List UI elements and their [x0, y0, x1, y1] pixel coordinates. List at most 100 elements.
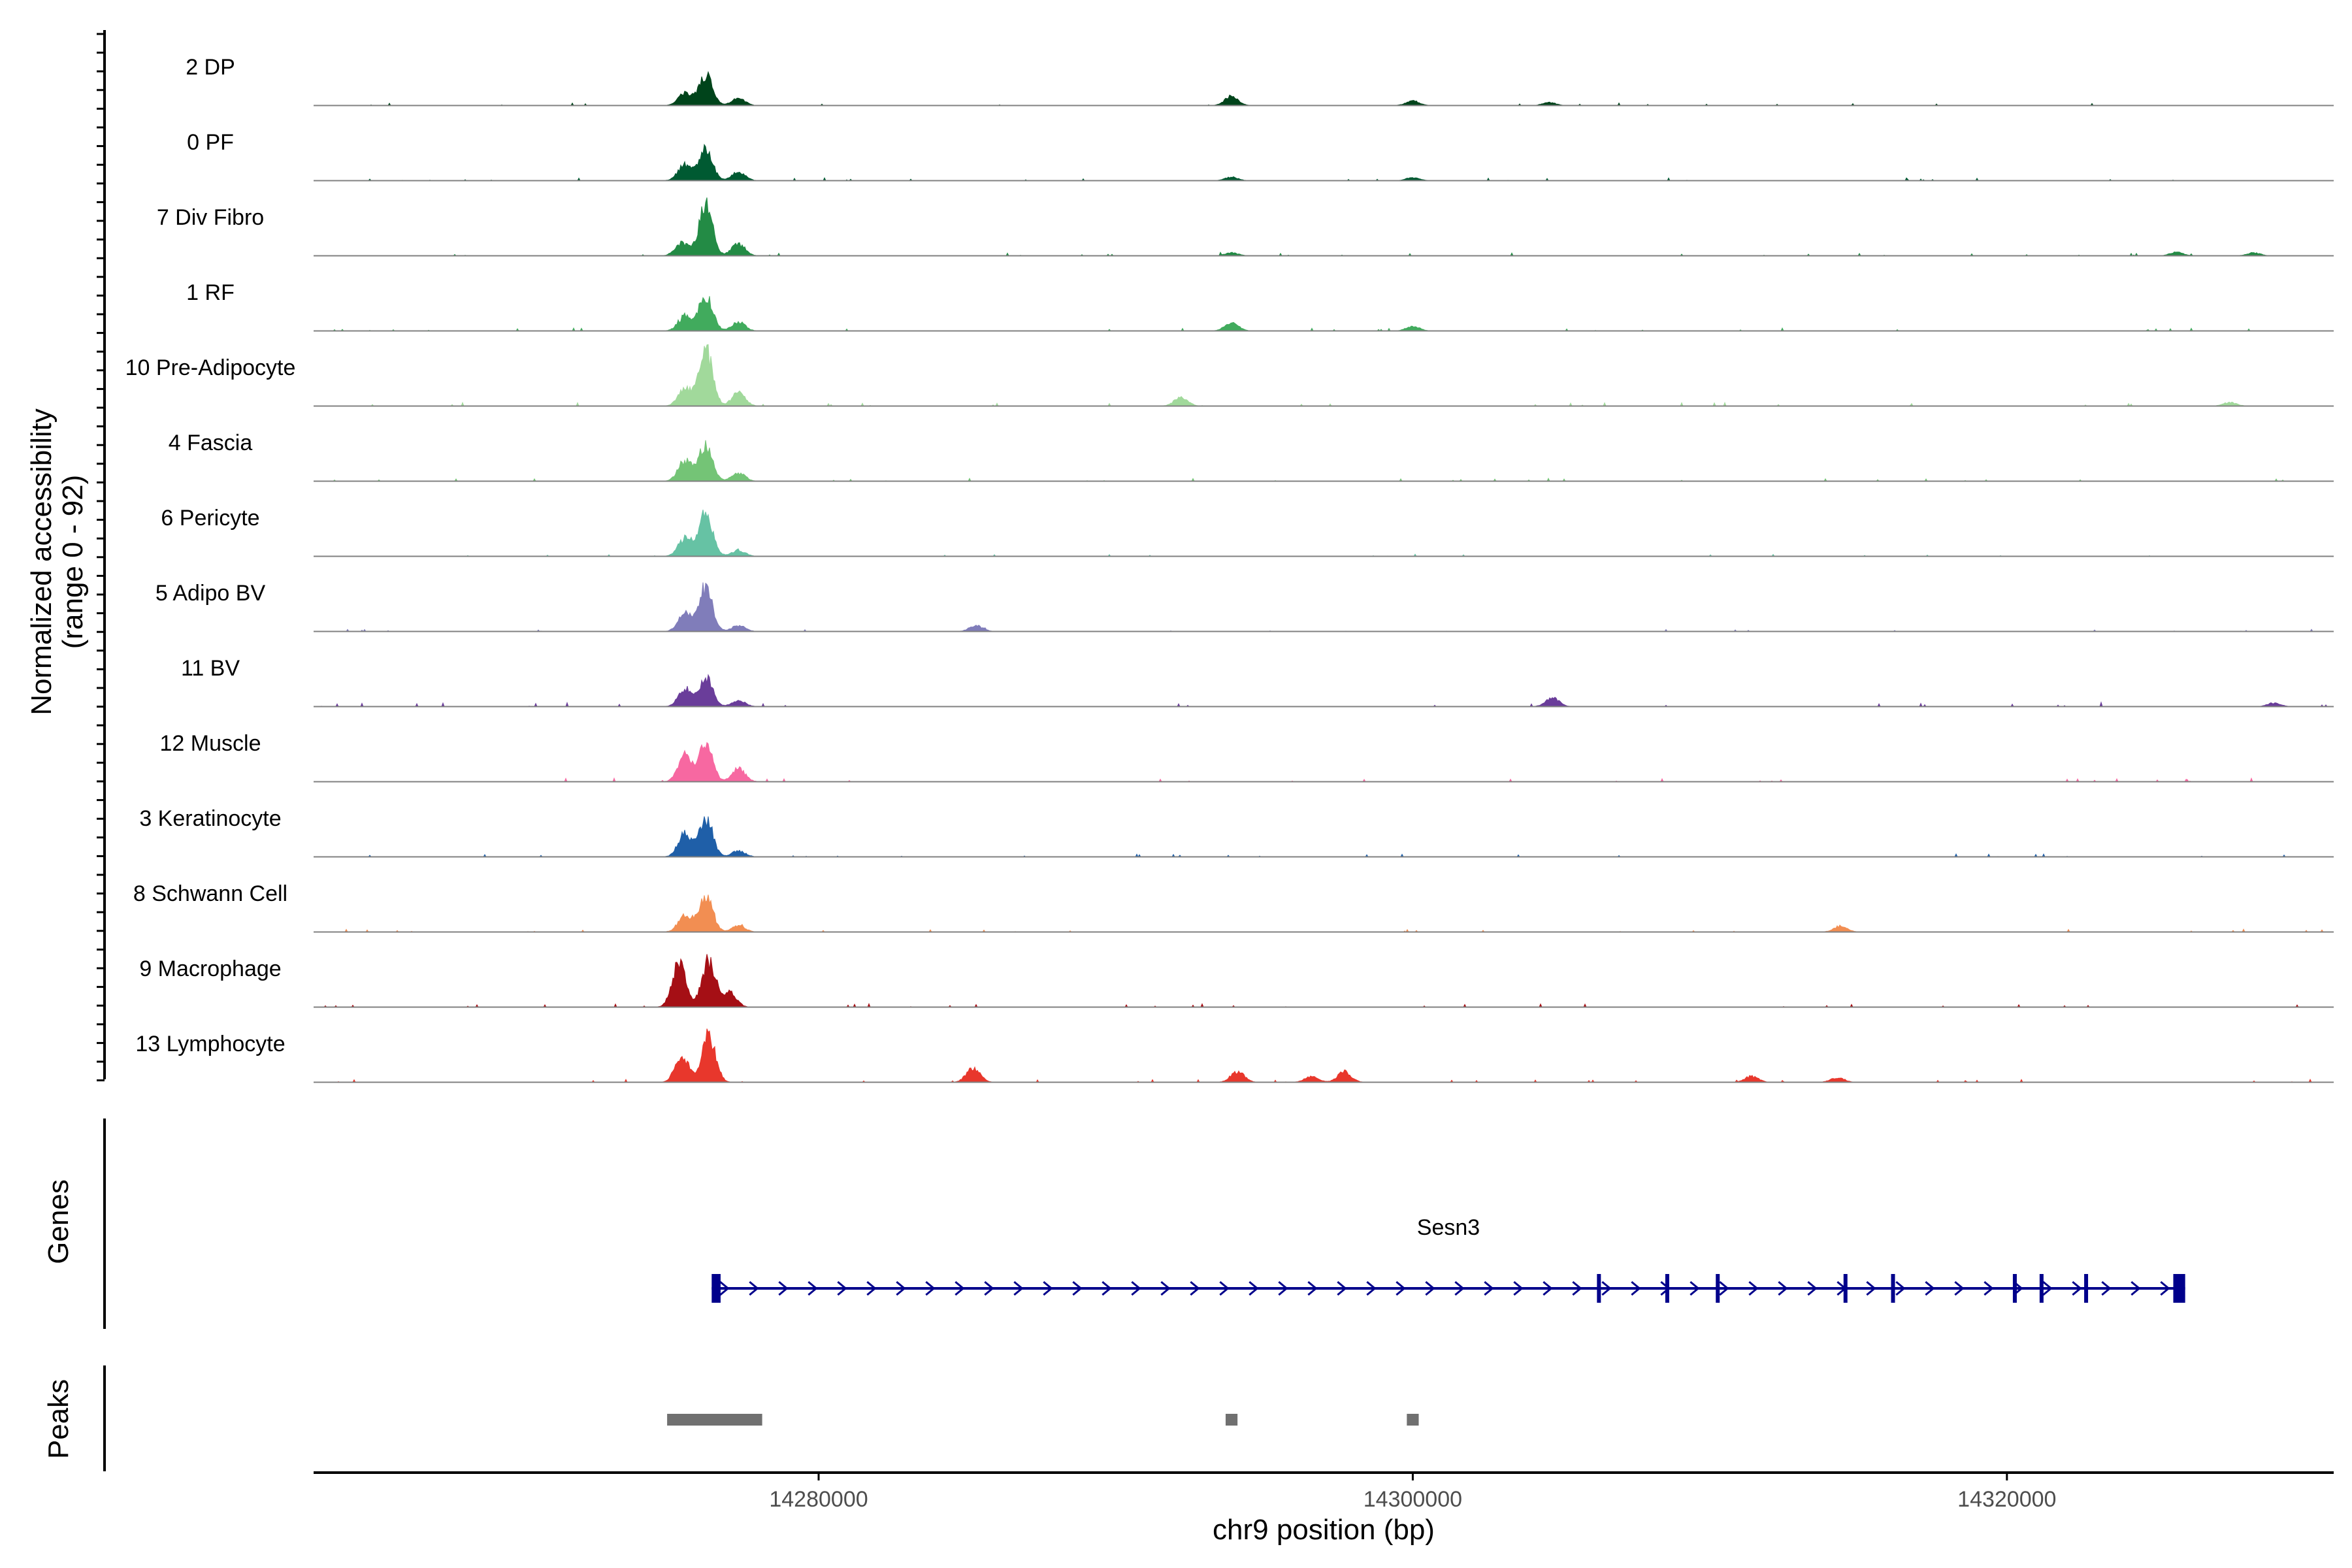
coverage-area: [314, 954, 2334, 1007]
peaks-panel-label: Peaks: [42, 1379, 74, 1459]
coverage-area: [314, 296, 2334, 332]
gene-strand-arrow: [1249, 1281, 1259, 1296]
gene-strand-arrow: [1102, 1281, 1112, 1296]
gene-strand-arrow: [719, 1281, 730, 1296]
gene-strand-arrow: [984, 1281, 994, 1296]
gene-exon: [1843, 1274, 1848, 1303]
gene-strand-arrow: [808, 1281, 818, 1296]
track-0-pf: 0 PF: [187, 130, 2334, 182]
gene-exon: [1665, 1274, 1669, 1303]
track-label: 10 Pre-Adipocyte: [125, 355, 296, 380]
gene-strand-arrow: [1072, 1281, 1083, 1296]
track-13-lymphocyte: 13 Lymphocyte: [135, 1028, 2334, 1083]
coverage-area: [314, 440, 2334, 482]
gene-strand-arrow: [1425, 1281, 1435, 1296]
track-label: 7 Div Fibro: [157, 205, 264, 230]
gene-strand-arrow: [2101, 1281, 2112, 1296]
coverage-area: [314, 582, 2334, 632]
coverage-area: [314, 144, 2334, 182]
y-axis-ticks: [97, 33, 105, 1082]
track-label: 1 RF: [186, 280, 235, 305]
gene-strand-arrow: [1925, 1281, 1935, 1296]
genes-panel-label: Genes: [42, 1179, 74, 1264]
gene-strand-arrow: [1572, 1281, 1582, 1296]
x-tick-label: 14320000: [1957, 1487, 2056, 1512]
gene-exon: [1891, 1274, 1895, 1303]
gene-strand-arrow: [1131, 1281, 1141, 1296]
coverage-area: [314, 1028, 2334, 1083]
track-4-fascia: 4 Fascia: [169, 431, 2334, 482]
track-5-adipo-bv: 5 Adipo BV: [155, 581, 2334, 632]
coverage-tracks: 2 DP 0 PF 7 Div Fibro 1 RF 10 Pre-Adipocyte 4…: [125, 55, 2334, 1083]
coverage-area: [314, 344, 2334, 407]
track-label: 11 BV: [181, 656, 240, 681]
gene-strand-arrow: [1337, 1281, 1347, 1296]
gene-strand-arrow: [778, 1281, 789, 1296]
peak-region: [1407, 1414, 1419, 1426]
gene-strand-arrow: [1307, 1281, 1318, 1296]
gene-strand-arrow: [1013, 1281, 1024, 1296]
track-10-pre-adipocyte: 10 Pre-Adipocyte: [125, 344, 2334, 407]
peak-region: [1225, 1414, 1238, 1426]
coverage-area: [314, 816, 2334, 858]
track-label: 8 Schwann Cell: [133, 881, 287, 906]
gene-model: [711, 1274, 2185, 1303]
gene-strand-arrow: [1513, 1281, 1524, 1296]
gene-strand-arrow: [1484, 1281, 1494, 1296]
gene-exon: [1716, 1274, 1720, 1303]
track-7-div-fibro: 7 Div Fibro: [157, 197, 2334, 257]
gene-strand-arrow: [1278, 1281, 1288, 1296]
gene-strand-arrow: [1160, 1281, 1171, 1296]
track-label: 0 PF: [187, 130, 234, 155]
gene-strand-arrow: [1719, 1281, 1729, 1296]
axes: Normalized accessibility (range 0 - 92): [25, 30, 106, 1082]
peak-regions: [667, 1414, 1419, 1426]
gene-exon: [2084, 1274, 2089, 1303]
track-12-muscle: 12 Muscle: [160, 731, 2334, 783]
track-8-schwann-cell: 8 Schwann Cell: [133, 881, 2334, 933]
gene-strand-arrow: [1396, 1281, 1406, 1296]
gene-strand-arrow: [896, 1281, 906, 1296]
gene-strand-arrow: [866, 1281, 877, 1296]
track-2-dp: 2 DP: [186, 55, 2334, 106]
gene-exon: [711, 1274, 721, 1303]
x-axis: 14280000 14300000 14320000 chr9 position (…: [314, 1471, 2334, 1546]
gene-strand-arrow: [1601, 1281, 1612, 1296]
track-label: 2 DP: [186, 55, 235, 80]
gene-exon: [2173, 1274, 2185, 1303]
gene-strand-arrow: [1219, 1281, 1230, 1296]
coverage-area: [314, 197, 2334, 257]
gene-exon: [2012, 1274, 2017, 1303]
gene-strand-arrow: [1543, 1281, 1553, 1296]
gene-strand-arrow: [1366, 1281, 1377, 1296]
gene-exon: [1597, 1274, 1601, 1303]
coverage-area: [314, 894, 2334, 933]
gene-strand-arrow: [2072, 1281, 2082, 1296]
coverage-area: [314, 510, 2334, 557]
genes-track: Genes Sesn3: [42, 1119, 2185, 1329]
track-label: 12 Muscle: [160, 731, 261, 756]
gene-strand-arrow: [1807, 1281, 1818, 1296]
track-label: 5 Adipo BV: [155, 581, 266, 606]
x-tick-label: 14300000: [1364, 1487, 1462, 1512]
gene-strand-arrow: [2131, 1281, 2141, 1296]
track-label: 4 Fascia: [169, 431, 253, 455]
track-label: 13 Lymphocyte: [135, 1032, 285, 1056]
track-label: 9 Macrophage: [139, 956, 281, 981]
gene-strand-arrow: [1690, 1281, 1700, 1296]
track-9-macrophage: 9 Macrophage: [139, 954, 2334, 1008]
gene-strand-arrow: [2042, 1281, 2053, 1296]
gene-strand-arrow: [2160, 1281, 2170, 1296]
coverage-area: [314, 71, 2334, 106]
gene-strand-arrow: [925, 1281, 936, 1296]
gene-strand-arrow: [749, 1281, 759, 1296]
gene-strand-arrow: [955, 1281, 965, 1296]
x-axis-label: chr9 position (bp): [1213, 1514, 1435, 1546]
gene-strand-arrow: [1190, 1281, 1200, 1296]
gene-strand-arrow: [837, 1281, 847, 1296]
x-axis-ticks: 14280000 14300000 14320000: [769, 1473, 2056, 1512]
gene-strand-arrow: [1866, 1281, 1876, 1296]
gene-exon: [2039, 1274, 2044, 1303]
gene-strand-arrow: [1748, 1281, 1759, 1296]
gene-strand-arrow: [1043, 1281, 1053, 1296]
